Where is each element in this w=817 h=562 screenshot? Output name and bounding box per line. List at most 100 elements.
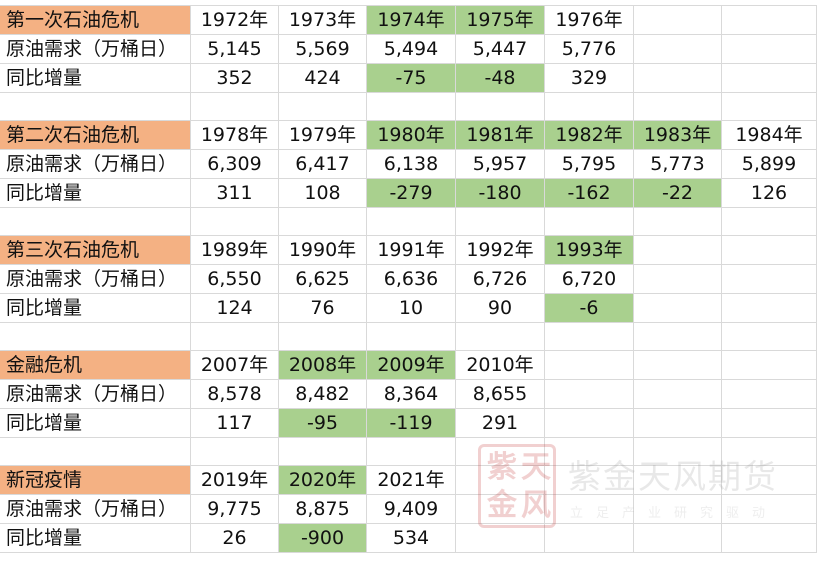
block-title[interactable]: 金融危机 [0, 351, 191, 380]
empty-cell[interactable] [634, 466, 722, 495]
empty-cell[interactable] [634, 351, 722, 380]
change-cell[interactable]: -162 [545, 179, 634, 208]
empty-cell[interactable] [634, 409, 722, 438]
empty-cell[interactable] [456, 93, 545, 121]
empty-cell[interactable] [722, 351, 817, 380]
demand-cell[interactable]: 6,138 [367, 150, 456, 179]
change-cell[interactable]: -180 [456, 179, 545, 208]
change-cell[interactable]: 26 [191, 524, 279, 553]
empty-cell[interactable] [722, 380, 817, 409]
empty-cell[interactable] [191, 208, 279, 236]
empty-cell[interactable] [545, 93, 634, 121]
empty-cell[interactable] [456, 466, 545, 495]
empty-cell[interactable] [279, 438, 367, 466]
change-cell[interactable]: 534 [367, 524, 456, 553]
empty-cell[interactable] [634, 236, 722, 265]
year-cell[interactable]: 2010年 [456, 351, 545, 380]
block-title[interactable]: 第二次石油危机 [0, 121, 191, 150]
year-cell[interactable]: 1981年 [456, 121, 545, 150]
block-title[interactable]: 新冠疫情 [0, 466, 191, 495]
empty-cell[interactable] [634, 35, 722, 64]
change-cell[interactable]: -48 [456, 64, 545, 93]
row-label-change[interactable]: 同比增量 [0, 294, 191, 323]
change-cell[interactable]: 76 [279, 294, 367, 323]
empty-cell[interactable] [722, 524, 817, 553]
empty-cell[interactable] [722, 236, 817, 265]
year-cell[interactable]: 1993年 [545, 236, 634, 265]
empty-cell[interactable] [279, 208, 367, 236]
empty-cell[interactable] [367, 208, 456, 236]
change-cell[interactable]: 329 [545, 64, 634, 93]
demand-cell[interactable]: 8,364 [367, 380, 456, 409]
row-label-demand[interactable]: 原油需求（万桶日） [0, 35, 191, 64]
row-label-demand[interactable]: 原油需求（万桶日） [0, 495, 191, 524]
change-cell[interactable]: 126 [722, 179, 817, 208]
empty-cell[interactable] [545, 409, 634, 438]
year-cell[interactable]: 1972年 [191, 6, 279, 35]
change-cell[interactable]: -900 [279, 524, 367, 553]
demand-cell[interactable]: 5,494 [367, 35, 456, 64]
empty-cell[interactable] [191, 438, 279, 466]
year-cell[interactable]: 2008年 [279, 351, 367, 380]
year-cell[interactable]: 1991年 [367, 236, 456, 265]
block-title[interactable]: 第三次石油危机 [0, 236, 191, 265]
empty-cell[interactable] [722, 323, 817, 351]
empty-cell[interactable] [545, 524, 634, 553]
year-cell[interactable]: 2009年 [367, 351, 456, 380]
empty-cell[interactable] [545, 208, 634, 236]
demand-cell[interactable]: 5,145 [191, 35, 279, 64]
empty-cell[interactable] [722, 208, 817, 236]
change-cell[interactable]: 311 [191, 179, 279, 208]
change-cell[interactable]: -75 [367, 64, 456, 93]
empty-cell[interactable] [545, 380, 634, 409]
empty-cell[interactable] [545, 495, 634, 524]
change-cell[interactable]: 424 [279, 64, 367, 93]
empty-cell[interactable] [456, 323, 545, 351]
empty-cell[interactable] [722, 409, 817, 438]
change-cell[interactable]: -95 [279, 409, 367, 438]
change-cell[interactable]: 10 [367, 294, 456, 323]
row-label-change[interactable]: 同比增量 [0, 524, 191, 553]
empty-cell[interactable] [634, 64, 722, 93]
year-cell[interactable]: 1989年 [191, 236, 279, 265]
empty-cell[interactable] [634, 265, 722, 294]
row-label-change[interactable]: 同比增量 [0, 409, 191, 438]
empty-cell[interactable] [634, 294, 722, 323]
empty-cell[interactable] [634, 93, 722, 121]
change-cell[interactable]: -22 [634, 179, 722, 208]
demand-cell[interactable]: 6,636 [367, 265, 456, 294]
year-cell[interactable]: 1984年 [722, 121, 817, 150]
change-cell[interactable]: -119 [367, 409, 456, 438]
year-cell[interactable]: 2007年 [191, 351, 279, 380]
empty-cell[interactable] [545, 323, 634, 351]
empty-cell[interactable] [0, 323, 191, 351]
demand-cell[interactable]: 9,775 [191, 495, 279, 524]
empty-cell[interactable] [191, 323, 279, 351]
demand-cell[interactable]: 6,550 [191, 265, 279, 294]
year-cell[interactable]: 1973年 [279, 6, 367, 35]
empty-cell[interactable] [634, 495, 722, 524]
year-cell[interactable]: 1992年 [456, 236, 545, 265]
change-cell[interactable]: 352 [191, 64, 279, 93]
empty-cell[interactable] [545, 466, 634, 495]
empty-cell[interactable] [367, 323, 456, 351]
year-cell[interactable]: 1982年 [545, 121, 634, 150]
empty-cell[interactable] [634, 380, 722, 409]
empty-cell[interactable] [634, 323, 722, 351]
demand-cell[interactable]: 5,447 [456, 35, 545, 64]
year-cell[interactable]: 1990年 [279, 236, 367, 265]
empty-cell[interactable] [279, 323, 367, 351]
change-cell[interactable]: 124 [191, 294, 279, 323]
empty-cell[interactable] [545, 351, 634, 380]
empty-cell[interactable] [456, 524, 545, 553]
change-cell[interactable]: 117 [191, 409, 279, 438]
empty-cell[interactable] [722, 35, 817, 64]
empty-cell[interactable] [722, 466, 817, 495]
row-label-change[interactable]: 同比增量 [0, 179, 191, 208]
demand-cell[interactable]: 6,720 [545, 265, 634, 294]
empty-cell[interactable] [456, 438, 545, 466]
demand-cell[interactable]: 6,625 [279, 265, 367, 294]
change-cell[interactable]: 90 [456, 294, 545, 323]
demand-cell[interactable]: 5,569 [279, 35, 367, 64]
empty-cell[interactable] [722, 64, 817, 93]
